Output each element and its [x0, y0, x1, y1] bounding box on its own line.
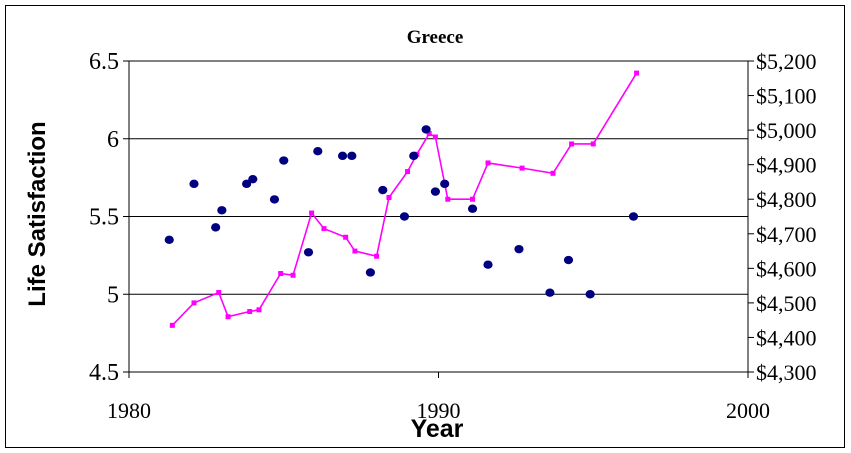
- life-satisfaction-point: [217, 206, 227, 215]
- income-point: [256, 307, 262, 313]
- income-point: [191, 300, 197, 306]
- y2-tick-label: $4,400: [756, 325, 817, 350]
- income-point: [309, 210, 315, 216]
- life-satisfaction-point: [514, 244, 524, 254]
- y2-tick-label: $5,000: [756, 118, 817, 143]
- y2-tick-label: $5,100: [756, 84, 817, 109]
- income-point: [278, 271, 284, 277]
- income-point: [590, 141, 596, 147]
- y2-tick-label: $4,900: [756, 153, 817, 178]
- life-satisfaction-point: [337, 151, 348, 161]
- y-tick-label: 6: [107, 127, 119, 153]
- life-satisfaction-point: [545, 288, 555, 297]
- life-satisfaction-point: [467, 204, 478, 213]
- y-tick-label: 6.5: [89, 49, 119, 75]
- x-tick-label: 2000: [726, 398, 770, 423]
- life-satisfaction-point: [211, 223, 221, 232]
- y-tick-label: 5: [107, 282, 119, 308]
- life-satisfaction-point: [365, 268, 376, 277]
- x-tick-label: 1980: [107, 398, 151, 423]
- x-axis-label: Year: [411, 415, 464, 443]
- chart-frame: [5, 5, 845, 448]
- income-point: [569, 141, 575, 147]
- income-point: [470, 196, 476, 202]
- gridlines: [129, 60, 748, 295]
- income-line: [171, 72, 638, 326]
- life-satisfaction-point: [421, 125, 431, 134]
- income-point: [519, 165, 525, 171]
- y-tick-label: 4.5: [89, 360, 119, 386]
- income-point: [352, 248, 358, 254]
- y2-tick-label: $5,200: [756, 49, 817, 74]
- life-satisfaction-scatter-series: [164, 125, 639, 299]
- life-satisfaction-point: [378, 185, 388, 195]
- income-point: [374, 253, 380, 259]
- life-satisfaction-point: [164, 235, 174, 245]
- income-point: [550, 170, 556, 176]
- life-satisfaction-point: [585, 290, 595, 299]
- income-point: [290, 272, 296, 278]
- life-satisfaction-point: [279, 156, 289, 165]
- y2-tick-label: $4,800: [756, 187, 817, 212]
- income-point: [405, 169, 411, 175]
- income-point: [247, 309, 253, 315]
- income-point: [426, 131, 432, 137]
- life-satisfaction-point: [440, 179, 450, 189]
- y2-tick-label: $4,700: [756, 222, 817, 247]
- income-point: [634, 70, 640, 76]
- y2-tick-label: $4,500: [756, 291, 817, 316]
- income-point: [445, 196, 451, 202]
- life-satisfaction-point: [313, 146, 323, 156]
- y-axis-label: Life Satisfaction: [24, 121, 51, 306]
- life-satisfaction-point: [347, 151, 357, 161]
- life-satisfaction-point: [483, 260, 493, 269]
- life-satisfaction-point: [303, 248, 314, 257]
- life-satisfaction-point: [628, 212, 639, 221]
- income-line-series: [169, 70, 640, 328]
- income-point: [432, 134, 438, 140]
- y-axis-left: 4.5 5 5.5 6 6.5: [89, 49, 130, 386]
- income-point: [485, 160, 491, 166]
- life-satisfaction-point: [248, 174, 258, 184]
- income-point: [169, 322, 175, 328]
- life-satisfaction-point: [409, 151, 419, 161]
- y2-tick-label: $4,300: [756, 360, 817, 385]
- life-satisfaction-point: [563, 255, 574, 265]
- life-satisfaction-point: [242, 179, 252, 189]
- income-point: [321, 226, 327, 232]
- income-point: [386, 194, 392, 200]
- life-satisfaction-point: [189, 179, 199, 189]
- y-axis-right: $4,300 $4,400 $4,500 $4,600 $4,700 $4,800 $4,9…: [747, 49, 817, 385]
- income-point: [216, 290, 222, 296]
- life-satisfaction-point: [430, 187, 441, 196]
- y-tick-label: 5.5: [89, 205, 119, 231]
- life-satisfaction-point: [399, 212, 410, 221]
- life-satisfaction-point: [269, 195, 280, 204]
- chart-title: Greece: [407, 27, 464, 48]
- y2-tick-label: $4,600: [756, 256, 817, 281]
- x-tick-label: 1990: [417, 398, 461, 423]
- income-point: [225, 314, 231, 320]
- income-point: [343, 234, 349, 240]
- x-axis: 1980 1990 2000: [107, 371, 770, 423]
